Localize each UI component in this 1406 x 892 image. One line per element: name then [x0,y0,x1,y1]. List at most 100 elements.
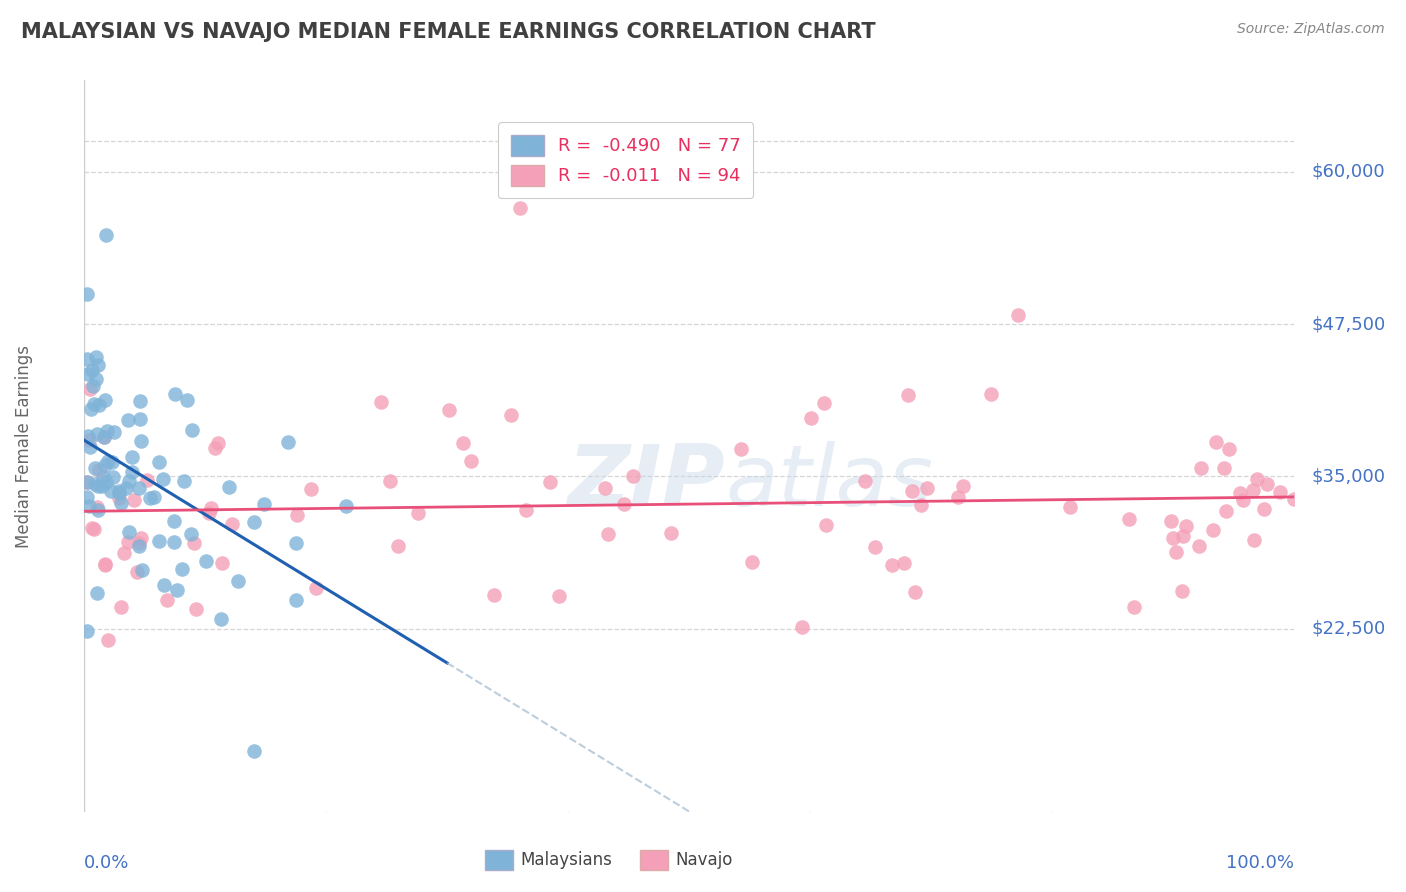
Point [538,475,561,490]
Point [813,396,835,410]
Point [1122,600,1144,615]
Point [613,497,636,511]
Point [335,499,357,513]
Point [77,368,100,382]
Point [166,582,188,597]
Point [82,379,104,393]
Point [114,481,136,495]
Point [93,430,115,444]
Point [897,388,920,402]
Point [183,536,205,550]
Point [155,593,177,607]
Point [285,508,308,522]
Point [1202,523,1225,537]
Text: MALAYSIAN VS NAVAJO MEDIAN FEMALE EARNINGS CORRELATION CHART: MALAYSIAN VS NAVAJO MEDIAN FEMALE EARNIN… [21,22,876,42]
Point [453,436,475,450]
Point [952,479,974,493]
Point [460,453,482,467]
Point [285,535,308,549]
Point [101,455,124,469]
Point [173,474,195,488]
Point [131,563,153,577]
Point [730,442,752,457]
Point [118,524,141,539]
Point [80,521,103,535]
Text: Source: ZipAtlas.com: Source: ZipAtlas.com [1237,22,1385,37]
Point [83,461,105,475]
Point [1164,545,1187,559]
Point [163,535,186,549]
Point [128,539,150,553]
Point [87,463,110,477]
Point [83,476,105,491]
Point [91,479,114,493]
Point [96,475,118,489]
Point [93,470,115,484]
Point [901,484,924,499]
Point [128,481,150,495]
Point [103,425,125,439]
Point [82,363,104,377]
Point [100,484,122,499]
Point [121,450,143,464]
Point [93,430,115,444]
Point [1213,461,1236,475]
Point [1243,533,1265,547]
Point [76,624,98,639]
Point [1282,492,1305,507]
Text: $35,000: $35,000 [1312,467,1386,485]
Point [211,556,233,570]
Point [129,434,152,449]
Point [108,491,131,506]
Point [83,397,105,411]
Point [180,526,202,541]
Point [117,413,139,427]
Point [1059,500,1081,514]
Point [93,558,115,572]
Point [659,525,682,540]
Text: Navajo: Navajo [675,851,733,869]
Point [87,503,110,517]
Point [299,482,322,496]
Point [284,593,307,607]
Point [253,496,276,510]
Point [172,562,194,576]
Point [1241,483,1264,497]
Point [204,441,226,455]
Point [184,602,207,616]
Point [209,612,232,626]
Point [305,581,328,595]
Point [221,516,243,531]
Point [153,578,176,592]
Point [499,408,522,422]
Point [112,546,135,560]
Point [853,474,876,488]
Point [1007,308,1029,322]
Point [515,502,537,516]
Point [1171,529,1194,543]
Point [110,496,132,510]
Point [128,393,150,408]
Point [86,427,108,442]
Point [1160,514,1182,528]
Point [509,201,531,215]
Point [228,574,250,588]
Point [548,589,571,603]
Point [1118,512,1140,526]
Point [77,434,100,448]
Point [128,536,150,550]
Point [1229,485,1251,500]
Point [86,585,108,599]
Point [741,555,763,569]
Point [1189,460,1212,475]
Point [910,498,932,512]
Point [277,435,299,450]
Point [143,491,166,505]
Point [1205,435,1227,450]
Point [406,506,429,520]
Point [121,465,143,479]
Point [194,554,217,568]
Point [94,458,117,472]
Point [125,566,148,580]
Point [94,392,117,407]
